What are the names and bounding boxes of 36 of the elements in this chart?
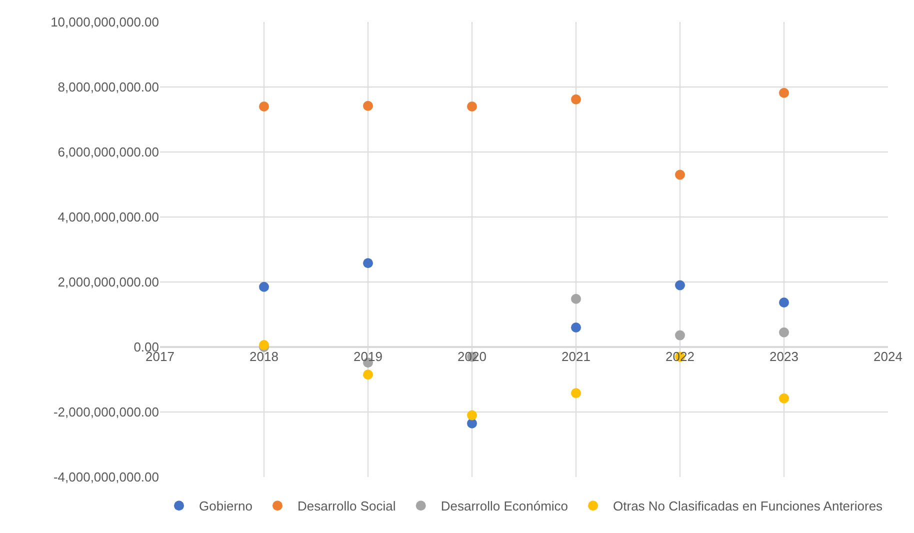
legend-label: Gobierno <box>199 498 252 514</box>
y-tick-label: 10,000,000,000.00 <box>50 14 159 30</box>
point <box>467 102 477 112</box>
legend-label: Desarrollo Económico <box>440 498 568 514</box>
point <box>779 327 789 338</box>
point <box>571 94 581 104</box>
point <box>467 410 477 420</box>
point <box>363 100 373 111</box>
point <box>467 418 477 428</box>
x-tick-label: 2019 <box>354 349 382 364</box>
point <box>779 297 789 308</box>
y-tick-label: -2,000,000,000.00 <box>53 404 159 420</box>
point <box>675 170 685 180</box>
point <box>571 388 581 398</box>
y-tick-label: -4,000,000,000.00 <box>53 470 159 485</box>
y-tick-label: 8,000,000,000.00 <box>58 80 159 95</box>
point <box>571 294 581 304</box>
y-tick-label: 2,000,000,000.00 <box>58 274 159 290</box>
point <box>571 322 581 332</box>
point <box>675 280 685 290</box>
point <box>363 258 373 268</box>
point <box>779 88 789 98</box>
point <box>259 282 269 292</box>
point <box>779 393 789 404</box>
point <box>675 330 685 340</box>
x-tick-label: 2024 <box>874 349 902 364</box>
point <box>259 102 269 112</box>
legend-label: Otras No Clasificadas en Funciones Anteriores <box>613 498 884 514</box>
point <box>363 370 373 380</box>
y-tick-label: 4,000,000,000.00 <box>58 210 159 225</box>
x-tick-label: 2020 <box>458 349 486 364</box>
x-tick-label: 2018 <box>250 349 278 364</box>
x-tick-label: 2023 <box>770 349 798 364</box>
x-tick-label: 2021 <box>562 349 590 364</box>
legend-label: Desarrollo Social <box>297 498 396 514</box>
y-tick-label: 6,000,000,000.00 <box>58 144 159 160</box>
